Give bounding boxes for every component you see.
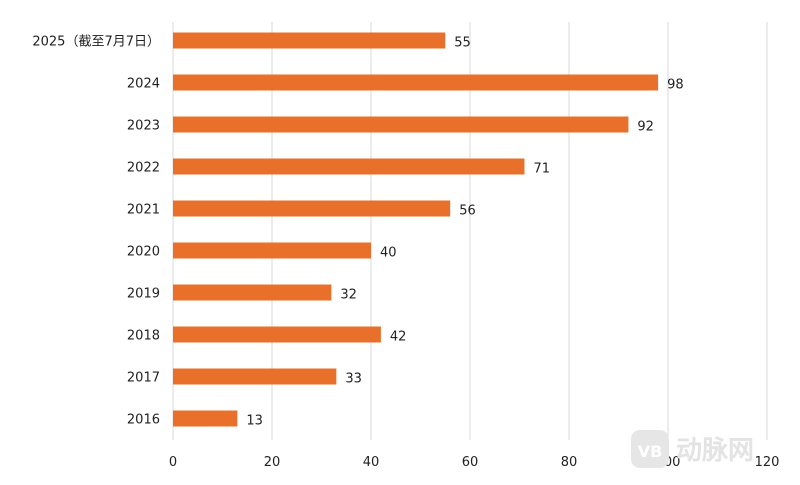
category-labels: 2025（截至7月7日） 2024 2023 2022 2021 2020 2019 2018… bbox=[32, 35, 160, 428]
bar-value-label: 32 bbox=[340, 288, 357, 303]
bar bbox=[173, 242, 371, 259]
bars bbox=[173, 32, 659, 427]
bar-value-label: 40 bbox=[380, 246, 397, 261]
bar-value-label: 13 bbox=[246, 414, 263, 429]
category-label: 2021 bbox=[127, 203, 160, 218]
bar bbox=[173, 368, 337, 385]
x-tick-label: 0 bbox=[169, 455, 177, 470]
bar bbox=[173, 116, 629, 133]
bar bbox=[173, 410, 238, 427]
bar-value-label: 55 bbox=[454, 36, 471, 51]
x-tick-label: 120 bbox=[755, 455, 780, 470]
category-label: 2017 bbox=[127, 371, 160, 386]
watermark-text: 动脉网 bbox=[676, 436, 754, 466]
watermark-badge-text: VB bbox=[638, 442, 663, 461]
bar-value-label: 92 bbox=[637, 120, 654, 135]
bar-value-label: 42 bbox=[390, 330, 407, 345]
bar-value-label: 56 bbox=[459, 204, 476, 219]
gridlines bbox=[172, 22, 768, 440]
bar-value-label: 98 bbox=[667, 78, 684, 93]
bar bbox=[173, 200, 451, 217]
category-label: 2025（截至7月7日） bbox=[32, 35, 160, 50]
x-tick-label: 80 bbox=[561, 455, 578, 470]
x-tick-label: 60 bbox=[462, 455, 479, 470]
bar-value-label: 71 bbox=[533, 162, 550, 177]
bar bbox=[173, 158, 525, 175]
category-label: 2019 bbox=[127, 287, 160, 302]
bar bbox=[173, 32, 446, 49]
bar bbox=[173, 284, 332, 301]
bar-value-label: 33 bbox=[345, 372, 362, 387]
bar bbox=[173, 326, 381, 343]
watermark-logo: VB 动脉网 bbox=[631, 430, 754, 468]
x-axis-ticks: 020406080100120 bbox=[169, 455, 780, 470]
bar bbox=[173, 74, 659, 91]
category-label: 2020 bbox=[127, 245, 160, 260]
category-label: 2023 bbox=[127, 119, 160, 134]
x-tick-label: 20 bbox=[264, 455, 281, 470]
category-label: 2024 bbox=[127, 77, 160, 92]
watermark-badge-icon bbox=[631, 430, 669, 468]
category-label: 2016 bbox=[127, 413, 160, 428]
x-tick-label: 40 bbox=[363, 455, 380, 470]
category-label: 2018 bbox=[127, 329, 160, 344]
category-label: 2022 bbox=[127, 161, 160, 176]
value-labels: 55 98 92 71 56 40 32 42 33 13 bbox=[246, 36, 683, 429]
